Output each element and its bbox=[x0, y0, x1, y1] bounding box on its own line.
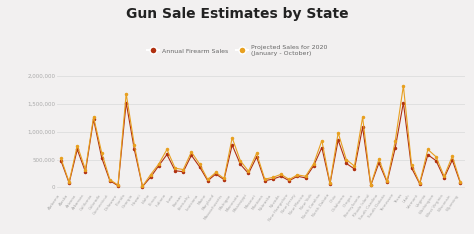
Legend: Annual Firearm Sales, Projected Sales for 2020
(January - October): Annual Firearm Sales, Projected Sales fo… bbox=[147, 45, 327, 56]
Text: Gun Sale Estimates by State: Gun Sale Estimates by State bbox=[126, 7, 348, 21]
